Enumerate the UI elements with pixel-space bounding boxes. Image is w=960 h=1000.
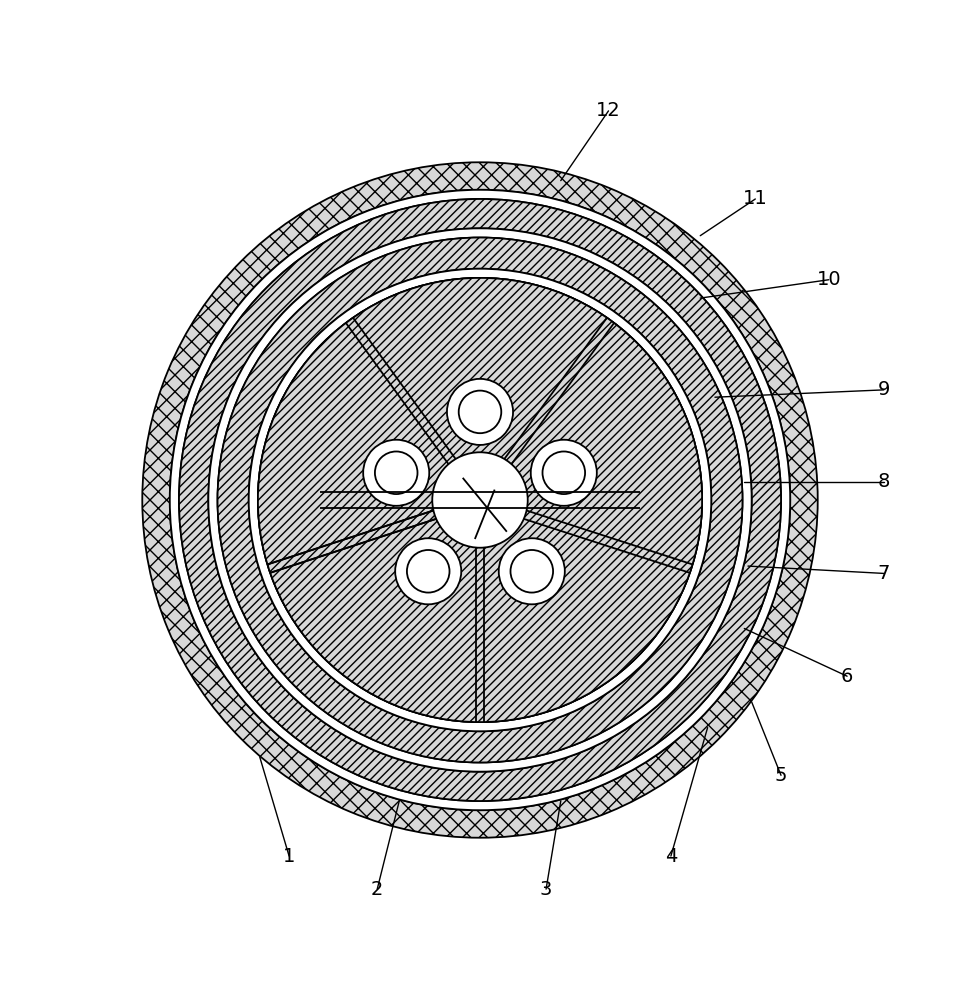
- Text: 12: 12: [596, 101, 621, 120]
- Circle shape: [432, 452, 528, 548]
- Circle shape: [258, 278, 702, 722]
- Text: 9: 9: [877, 380, 890, 399]
- Text: 8: 8: [877, 472, 890, 491]
- Circle shape: [447, 379, 513, 445]
- Text: 11: 11: [743, 189, 768, 208]
- Text: 2: 2: [371, 880, 383, 899]
- Text: 7: 7: [877, 564, 890, 583]
- Text: 4: 4: [664, 847, 677, 866]
- Circle shape: [407, 550, 449, 593]
- Text: 10: 10: [816, 270, 841, 289]
- Circle shape: [511, 550, 553, 593]
- Circle shape: [375, 451, 418, 494]
- Circle shape: [542, 451, 585, 494]
- Text: 5: 5: [775, 766, 787, 785]
- Circle shape: [459, 391, 501, 433]
- Text: 1: 1: [283, 847, 296, 866]
- Text: 6: 6: [841, 667, 853, 686]
- Circle shape: [258, 278, 702, 722]
- Circle shape: [396, 538, 461, 604]
- Circle shape: [531, 440, 597, 506]
- Text: 3: 3: [540, 880, 552, 899]
- Circle shape: [499, 538, 564, 604]
- Circle shape: [363, 440, 429, 506]
